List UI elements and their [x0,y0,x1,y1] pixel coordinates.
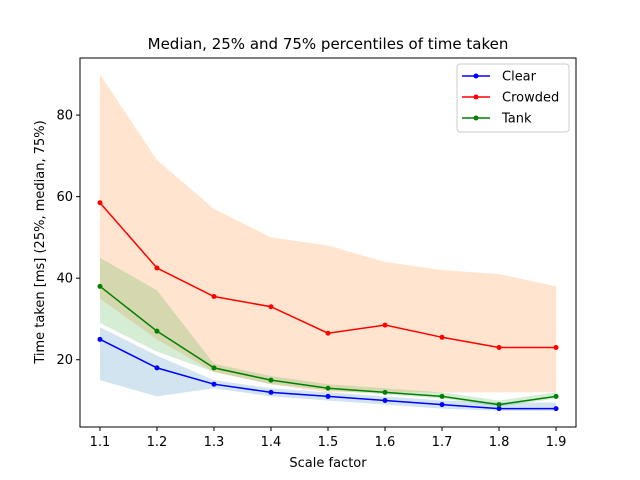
y-tick-label-2: 60 [56,190,73,205]
data-point-2-6 [439,393,445,399]
legend-label-2: Tank [501,112,532,127]
legend-box [456,63,570,133]
data-point-0-6 [439,402,445,408]
x-tick-label-1: 1.2 [147,435,168,450]
legend-label-1: Crowded [502,91,559,106]
data-point-2-8 [553,393,559,399]
x-tick-label-5: 1.6 [375,435,396,450]
y-tick-label-1: 40 [56,272,73,287]
x-tick-label-2: 1.3 [204,435,225,450]
data-point-2-7 [496,402,502,408]
data-point-0-0 [97,336,103,342]
chart-title: Median, 25% and 75% percentiles of time … [148,35,509,53]
data-point-1-2 [211,294,217,300]
median-lines [97,200,559,412]
y-tick-label-0: 20 [56,353,73,368]
y-axis-label: Time taken [ms] (25%, median, 75%) [33,120,48,364]
data-point-2-5 [382,389,388,395]
data-point-0-2 [211,381,217,387]
legend: Clear Crowded Tank [456,63,570,133]
data-point-0-3 [268,389,274,395]
x-tick-label-7: 1.8 [489,435,510,450]
band-1 [99,74,557,393]
data-point-2-3 [268,377,274,383]
x-tick-label-3: 1.4 [261,435,282,450]
data-point-1-7 [496,344,502,350]
x-tick-label-0: 1.1 [90,435,111,450]
data-point-1-0 [97,200,103,206]
data-point-1-6 [439,334,445,340]
data-point-1-1 [154,265,160,271]
data-point-1-3 [268,304,274,310]
y-axis: 20 40 60 80 [56,109,80,368]
data-point-2-1 [154,328,160,334]
x-axis-label: Scale factor [289,456,367,471]
data-point-0-5 [382,397,388,403]
y-tick-label-3: 80 [56,109,73,124]
data-point-0-7 [496,406,502,412]
data-point-1-5 [382,322,388,328]
legend-marker-2 [473,115,479,121]
data-point-1-8 [553,344,559,350]
data-point-0-4 [325,393,331,399]
legend-label-0: Clear [502,70,537,85]
x-tick-label-8: 1.9 [546,435,567,450]
legend-marker-0 [473,73,479,79]
data-point-0-8 [553,406,559,412]
x-tick-label-6: 1.7 [432,435,453,450]
data-point-0-1 [154,365,160,371]
data-point-1-4 [325,330,331,336]
x-tick-label-4: 1.5 [318,435,339,450]
data-point-2-0 [97,283,103,289]
data-point-2-2 [211,365,217,371]
x-axis: 1.1 1.2 1.3 1.4 1.5 1.6 1.7 1.8 1.9 [90,427,567,450]
data-point-2-4 [325,385,331,391]
legend-marker-1 [473,94,479,100]
